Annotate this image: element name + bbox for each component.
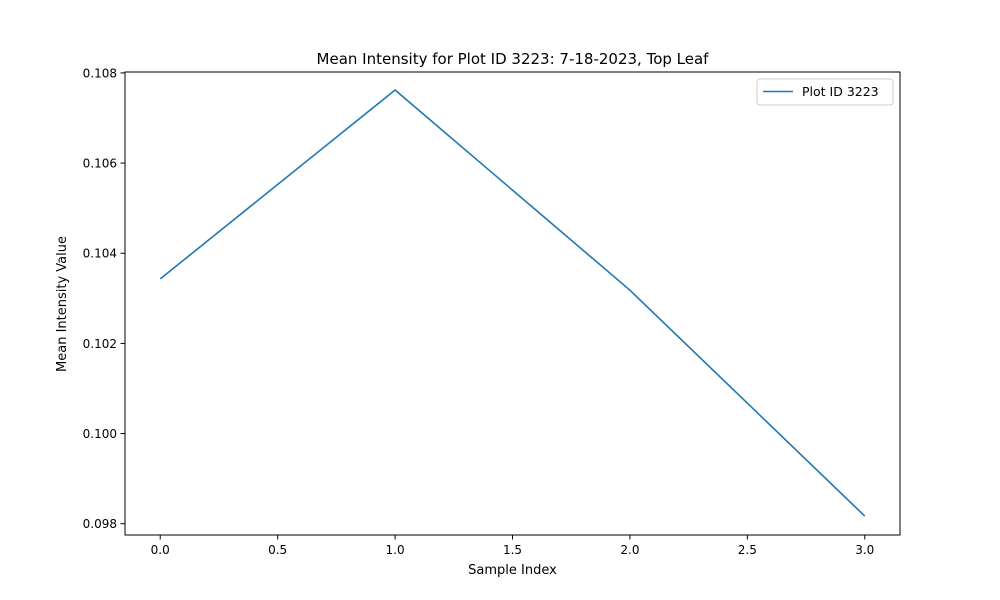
- legend-label: Plot ID 3223: [802, 84, 879, 99]
- x-tick-label: 1.5: [503, 543, 522, 557]
- series-layer: [159, 89, 866, 517]
- y-axis: 0.098 0.100 0.102 0.104 0.106 0.108: [83, 66, 125, 531]
- x-tick-label: 0.5: [268, 543, 287, 557]
- y-tick-label: 0.098: [83, 517, 117, 531]
- x-tick-label: 3.0: [855, 543, 874, 557]
- series-line: [159, 89, 866, 517]
- plot-frame: [124, 71, 901, 536]
- x-tick-label: 1.0: [386, 543, 405, 557]
- y-axis-label: Mean Intensity Value: [55, 236, 70, 372]
- chart-title: Mean Intensity for Plot ID 3223: 7-18-20…: [317, 50, 710, 68]
- y-tick-label: 0.102: [83, 337, 117, 351]
- x-axis: 0.0 0.5 1.0 1.5 2.0 2.5 3.0: [151, 535, 874, 557]
- x-tick-label: 2.5: [738, 543, 757, 557]
- x-tick-label: 2.0: [620, 543, 639, 557]
- y-tick-label: 0.106: [83, 157, 117, 171]
- y-tick-label: 0.108: [83, 66, 117, 80]
- y-tick-label: 0.104: [83, 247, 117, 261]
- legend: Plot ID 3223: [756, 78, 894, 106]
- plot-area: [124, 71, 901, 536]
- legend-box: [756, 78, 894, 106]
- x-tick-label: 0.0: [151, 543, 170, 557]
- x-axis-label: Sample Index: [468, 563, 557, 578]
- y-tick-label: 0.100: [83, 427, 117, 441]
